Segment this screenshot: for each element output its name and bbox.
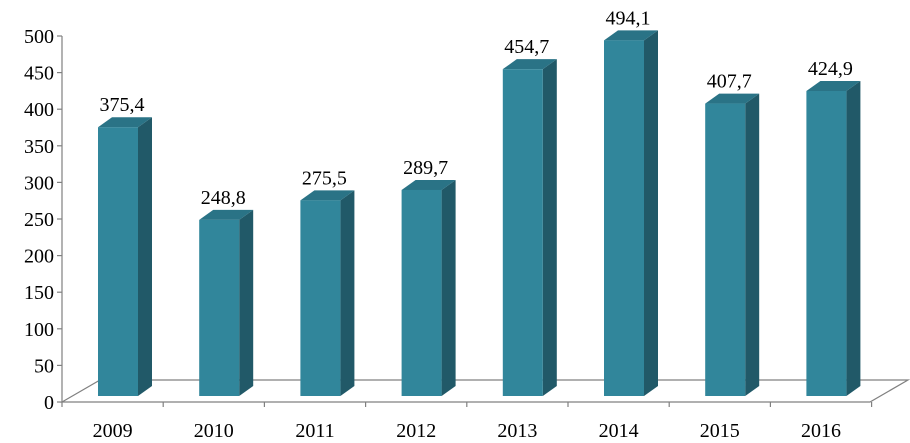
bar-side bbox=[542, 59, 557, 396]
bar bbox=[502, 69, 543, 396]
bar bbox=[705, 103, 746, 396]
data-label: 454,7 bbox=[504, 36, 549, 58]
data-label: 407,7 bbox=[707, 71, 752, 93]
y-tick-label: 450 bbox=[24, 63, 54, 85]
bar-top bbox=[300, 190, 355, 201]
y-tick-label: 200 bbox=[24, 246, 54, 268]
bar bbox=[806, 90, 847, 396]
bar bbox=[604, 40, 644, 397]
x-tick-label: 2010 bbox=[194, 420, 234, 442]
y-tick-label: 0 bbox=[44, 392, 54, 414]
y-tick-label: 500 bbox=[24, 26, 54, 48]
bar-top bbox=[401, 179, 456, 190]
bar-side bbox=[340, 190, 355, 396]
bar bbox=[199, 219, 240, 396]
y-tick-label: 250 bbox=[24, 209, 54, 231]
bar-side bbox=[239, 209, 254, 396]
x-tick-label: 2014 bbox=[599, 420, 639, 442]
data-label: 248,8 bbox=[201, 187, 246, 209]
data-label: 275,5 bbox=[302, 167, 347, 189]
bar bbox=[300, 200, 341, 396]
y-tick-label: 350 bbox=[24, 136, 54, 158]
y-tick-label: 300 bbox=[24, 172, 54, 194]
bar-side bbox=[138, 117, 152, 396]
bar-top bbox=[806, 80, 861, 91]
data-label: 375,4 bbox=[100, 94, 145, 116]
bar-top bbox=[502, 59, 557, 70]
bar-side bbox=[644, 30, 658, 397]
bar bbox=[401, 189, 442, 396]
x-tick-label: 2016 bbox=[801, 420, 841, 442]
y-tick-label: 400 bbox=[24, 99, 54, 121]
y-tick-label: 100 bbox=[24, 319, 54, 341]
bar-top bbox=[199, 209, 254, 220]
x-tick-label: 2011 bbox=[295, 420, 334, 442]
x-tick-label: 2015 bbox=[700, 420, 740, 442]
bar-side bbox=[846, 80, 861, 396]
x-tick-label: 2009 bbox=[93, 420, 133, 442]
bar-top bbox=[98, 117, 152, 128]
bar-top bbox=[604, 30, 658, 41]
data-label: 494,1 bbox=[606, 7, 651, 29]
bar-side bbox=[441, 179, 456, 396]
bar-top bbox=[705, 93, 760, 104]
bar bbox=[98, 127, 138, 396]
y-tick-label: 50 bbox=[34, 355, 54, 377]
data-label: 289,7 bbox=[403, 157, 448, 179]
chart-floor bbox=[59, 379, 910, 403]
y-tick-label: 150 bbox=[24, 282, 54, 304]
x-tick-label: 2013 bbox=[497, 420, 537, 442]
data-label: 424,9 bbox=[808, 58, 853, 80]
x-tick-label: 2012 bbox=[396, 420, 436, 442]
bar-side bbox=[745, 93, 760, 396]
